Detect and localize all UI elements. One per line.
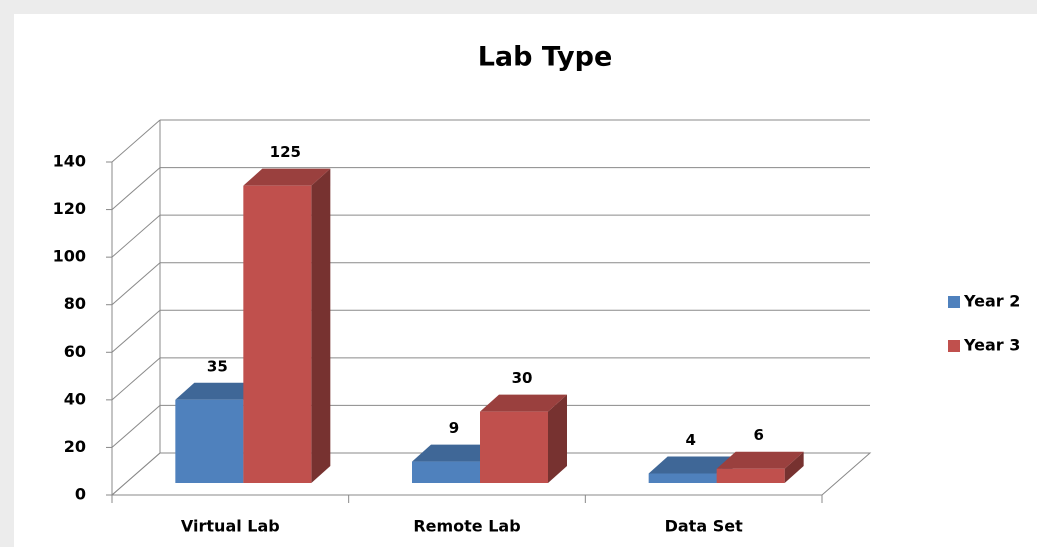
data-label: 35: [207, 357, 228, 375]
grid-side: [111, 357, 161, 401]
bar-side: [548, 394, 567, 483]
bar-top: [480, 394, 567, 412]
data-label: 125: [270, 143, 301, 161]
y-tick-label: 140: [53, 152, 86, 171]
data-label: 4: [685, 431, 695, 449]
bar-front: [243, 185, 312, 483]
grid-line: [111, 119, 870, 163]
y-tick-label: 20: [64, 437, 86, 456]
grid-side: [111, 214, 161, 258]
bar: [480, 394, 567, 483]
grid-side: [111, 119, 161, 163]
legend-label: Year 3: [963, 336, 1020, 355]
legend-swatch: [948, 296, 960, 308]
bar-side: [784, 451, 804, 483]
grid-side: [111, 405, 161, 448]
bar-top: [175, 382, 263, 400]
bar-front: [648, 473, 717, 483]
bar-front: [716, 468, 785, 483]
grid-side: [111, 167, 161, 210]
bar-top: [648, 456, 736, 474]
grid-side: [111, 309, 161, 353]
chart-title: Lab Type: [478, 42, 613, 73]
bar-front: [480, 411, 548, 483]
bar-front: [175, 399, 244, 483]
bar: [716, 451, 804, 483]
y-tick-label: 100: [53, 247, 86, 266]
data-label: 9: [449, 419, 459, 437]
y-tick-label: 120: [53, 199, 86, 218]
grid-side: [111, 262, 161, 306]
bar-top: [716, 451, 804, 469]
y-tick-label: 80: [64, 294, 86, 313]
y-tick-label: 40: [64, 389, 86, 408]
x-tick-label: Data Set: [665, 517, 743, 536]
data-label: 6: [753, 426, 763, 444]
x-tick-label: Virtual Lab: [181, 517, 280, 536]
bar-top: [412, 444, 499, 462]
legend-label: Year 2: [963, 292, 1020, 311]
bar-side: [311, 168, 331, 483]
data-label: 30: [512, 369, 533, 387]
y-tick-label: 0: [75, 485, 86, 504]
bar: [243, 168, 331, 483]
bar-front: [412, 461, 480, 483]
grid-line: [111, 167, 870, 210]
bar-top: [243, 168, 331, 186]
legend-swatch: [948, 340, 960, 352]
y-tick-label: 60: [64, 342, 86, 361]
x-tick-label: Remote Lab: [413, 517, 520, 536]
grid-side: [111, 452, 161, 496]
